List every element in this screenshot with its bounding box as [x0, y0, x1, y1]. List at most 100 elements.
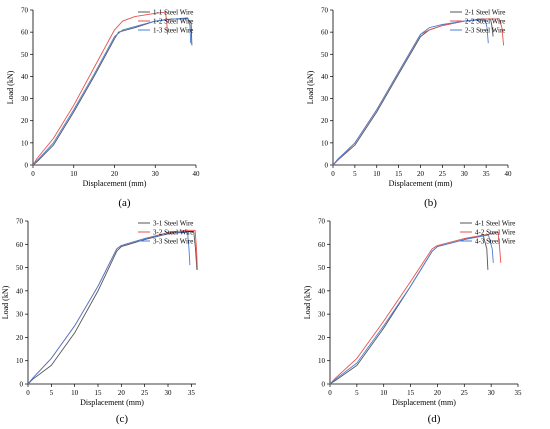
x-tick-label: 40 [505, 170, 513, 178]
y-tick-label: 30 [321, 95, 329, 103]
x-axis-title: Displacement (mm) [80, 398, 144, 407]
x-tick-label: 15 [407, 389, 415, 397]
series-line-1-2 [32, 11, 168, 166]
x-axis-title: Displacement (mm) [389, 179, 453, 188]
y-tick-label: 10 [321, 139, 329, 147]
legend-label: 2-3 Steel Wire [465, 27, 505, 35]
y-tick-label: 10 [318, 357, 326, 365]
y-axis-title: Load (kN) [1, 285, 10, 319]
x-tick-label: 0 [26, 389, 30, 397]
y-axis-title: Load (kN) [306, 70, 315, 104]
panel-label: (b) [424, 197, 437, 209]
panel-label: (c) [116, 413, 129, 425]
x-tick-label: 5 [355, 389, 359, 397]
x-tick-label: 40 [193, 170, 201, 178]
y-tick-label: 10 [16, 357, 24, 365]
x-tick-label: 30 [152, 170, 160, 178]
y-tick-label: 40 [16, 287, 24, 295]
x-tick-label: 25 [461, 389, 469, 397]
series-line-2-1 [332, 18, 494, 166]
x-axis-title: Displacement (mm) [83, 179, 147, 188]
chart-panel-4: 0 5 10 15 20 25 30 35 0 10 20 30 40 50 60 70 Displacemen… [303, 218, 522, 426]
legend-label: 1-3 Steel Wire [153, 27, 193, 35]
series-line-4-2 [329, 232, 502, 385]
y-tick-label: 40 [321, 73, 329, 81]
series-line-3-3 [27, 232, 191, 385]
series-line-3-1 [27, 231, 198, 385]
y-tick-label: 20 [21, 117, 29, 125]
x-tick-label: 10 [380, 389, 388, 397]
series-line-3-2 [27, 229, 198, 385]
legend-label: 1-1 Steel Wire [153, 9, 193, 17]
legend-label: 3-3 Steel Wire [153, 238, 193, 246]
x-tick-label: 0 [328, 389, 332, 397]
x-tick-label: 10 [373, 170, 381, 178]
x-tick-label: 30 [461, 170, 469, 178]
y-tick-label: 30 [16, 311, 24, 319]
x-tick-label: 10 [70, 170, 78, 178]
panel-label: (d) [428, 413, 441, 425]
x-tick-label: 5 [353, 170, 357, 178]
x-tick-label: 15 [395, 170, 403, 178]
series-line-4-3 [329, 234, 494, 385]
y-tick-label: 70 [318, 218, 326, 226]
y-tick-label: 60 [318, 241, 326, 249]
legend-label: 2-1 Steel Wire [465, 9, 505, 17]
series-line-2-3 [332, 19, 489, 166]
y-tick-label: 30 [21, 95, 29, 103]
y-axis-title: Load (kN) [6, 70, 15, 104]
legend-label: 3-2 Steel Wire [153, 229, 193, 237]
y-tick-label: 50 [321, 51, 329, 59]
legend-label: 4-1 Steel Wire [475, 220, 515, 228]
y-tick-label: 60 [21, 29, 29, 37]
x-tick-label: 30 [488, 389, 496, 397]
legend-label: 4-2 Steel Wire [475, 229, 515, 237]
legend-label: 1-2 Steel Wire [153, 18, 193, 26]
x-tick-label: 35 [188, 389, 196, 397]
y-tick-label: 70 [321, 7, 329, 15]
x-tick-label: 20 [118, 389, 126, 397]
y-tick-label: 70 [16, 218, 24, 226]
x-tick-label: 0 [31, 170, 35, 178]
x-tick-label: 30 [165, 389, 173, 397]
x-tick-label: 10 [71, 389, 79, 397]
x-tick-label: 35 [483, 170, 491, 178]
y-tick-label: 20 [318, 334, 326, 342]
y-tick-label: 40 [318, 287, 326, 295]
x-tick-label: 20 [417, 170, 425, 178]
x-tick-label: 25 [439, 170, 447, 178]
x-axis-title: Displacement (mm) [392, 398, 456, 407]
legend-label: 3-1 Steel Wire [153, 220, 193, 228]
x-tick-label: 0 [331, 170, 335, 178]
x-tick-label: 35 [515, 389, 523, 397]
y-tick-label: 50 [318, 264, 326, 272]
y-tick-label: 20 [16, 334, 24, 342]
y-tick-label: 0 [322, 381, 326, 389]
y-axis-title: Load (kN) [303, 285, 312, 319]
y-tick-label: 10 [21, 139, 29, 147]
y-tick-label: 40 [21, 73, 29, 81]
x-tick-label: 25 [141, 389, 149, 397]
y-tick-label: 20 [321, 117, 329, 125]
x-tick-label: 20 [111, 170, 119, 178]
y-tick-label: 0 [325, 162, 329, 170]
y-tick-label: 50 [16, 264, 24, 272]
legend-label: 4-3 Steel Wire [475, 238, 515, 246]
y-tick-label: 0 [20, 381, 24, 389]
chart-panel-3: 0 5 10 15 20 25 30 35 0 10 20 30 40 50 60 70 Displacemen… [1, 218, 198, 425]
y-tick-label: 60 [321, 29, 329, 37]
y-tick-label: 50 [21, 51, 29, 59]
panel-label: (a) [118, 197, 131, 209]
chart-panel-2: 0 5 10 15 20 25 30 35 40 0 10 20 30 40 50 60 70 Displacem… [306, 7, 512, 210]
x-tick-label: 5 [50, 389, 54, 397]
series-line-1-3 [32, 17, 192, 166]
y-tick-label: 70 [21, 7, 29, 15]
y-tick-label: 60 [16, 241, 24, 249]
x-tick-label: 15 [95, 389, 103, 397]
y-tick-label: 30 [318, 311, 326, 319]
x-tick-label: 20 [434, 389, 442, 397]
legend-label: 2-2 Steel Wire [465, 18, 505, 26]
chart-panel-1: 0 10 20 30 40 0 10 20 30 40 50 60 70 Displacement (mm… [6, 7, 200, 210]
y-tick-label: 0 [25, 162, 29, 170]
